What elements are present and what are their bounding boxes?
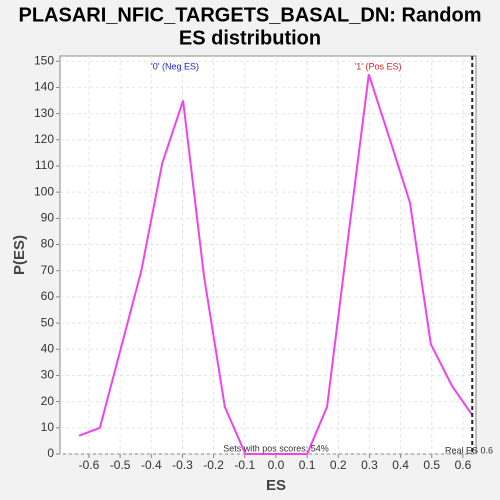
y-tick-label: 130 [34, 106, 54, 120]
y-tick-label: 40 [41, 341, 55, 355]
x-tick-label: 0.6 [455, 458, 472, 472]
x-tick-label: -0.2 [203, 458, 224, 472]
x-tick-label: 0.2 [330, 458, 347, 472]
chart-title: PLASARI_NFIC_TARGETS_BASAL_DN: Random [19, 4, 482, 26]
y-tick-label: 0 [47, 446, 54, 460]
y-tick-label: 120 [34, 132, 54, 146]
y-tick-label: 70 [41, 263, 55, 277]
x-tick-label: 0.0 [268, 458, 285, 472]
x-tick-label: 0.3 [361, 458, 378, 472]
neg-label: '0' (Neg ES) [151, 61, 199, 71]
y-axis-label: P(ES) [11, 235, 28, 275]
y-tick-label: 140 [34, 80, 54, 94]
y-tick-label: 60 [41, 289, 55, 303]
y-tick-label: 20 [41, 394, 55, 408]
y-tick-label: 110 [35, 158, 54, 172]
y-tick-label: 80 [41, 237, 55, 251]
x-tick-label: -0.5 [110, 458, 131, 472]
x-tick-label: -0.6 [79, 458, 100, 472]
x-tick-label: 0.4 [392, 458, 409, 472]
x-tick-label: 0.5 [423, 458, 440, 472]
x-tick-label: -0.4 [141, 458, 162, 472]
line [78, 74, 473, 455]
y-tick-label: 150 [34, 53, 54, 67]
real-es-label: Real ES 0.6 [445, 445, 493, 455]
y-tick-label: 30 [41, 368, 55, 382]
pos-label: '1' (Pos ES) [355, 61, 402, 71]
y-tick-label: 90 [41, 211, 55, 225]
y-tick-label: 50 [41, 315, 55, 329]
plot-area [59, 55, 477, 455]
x-axis-label: ES [266, 477, 286, 494]
x-tick-label: -0.1 [234, 458, 255, 472]
y-tick-label: 10 [41, 420, 55, 434]
x-tick-label: 0.1 [299, 458, 316, 472]
y-tick-label: 100 [34, 184, 54, 198]
x-tick-label: -0.3 [172, 458, 193, 472]
chart-title: ES distribution [179, 27, 321, 49]
pos-scores-label: Sets with pos scores: 54% [223, 443, 329, 453]
